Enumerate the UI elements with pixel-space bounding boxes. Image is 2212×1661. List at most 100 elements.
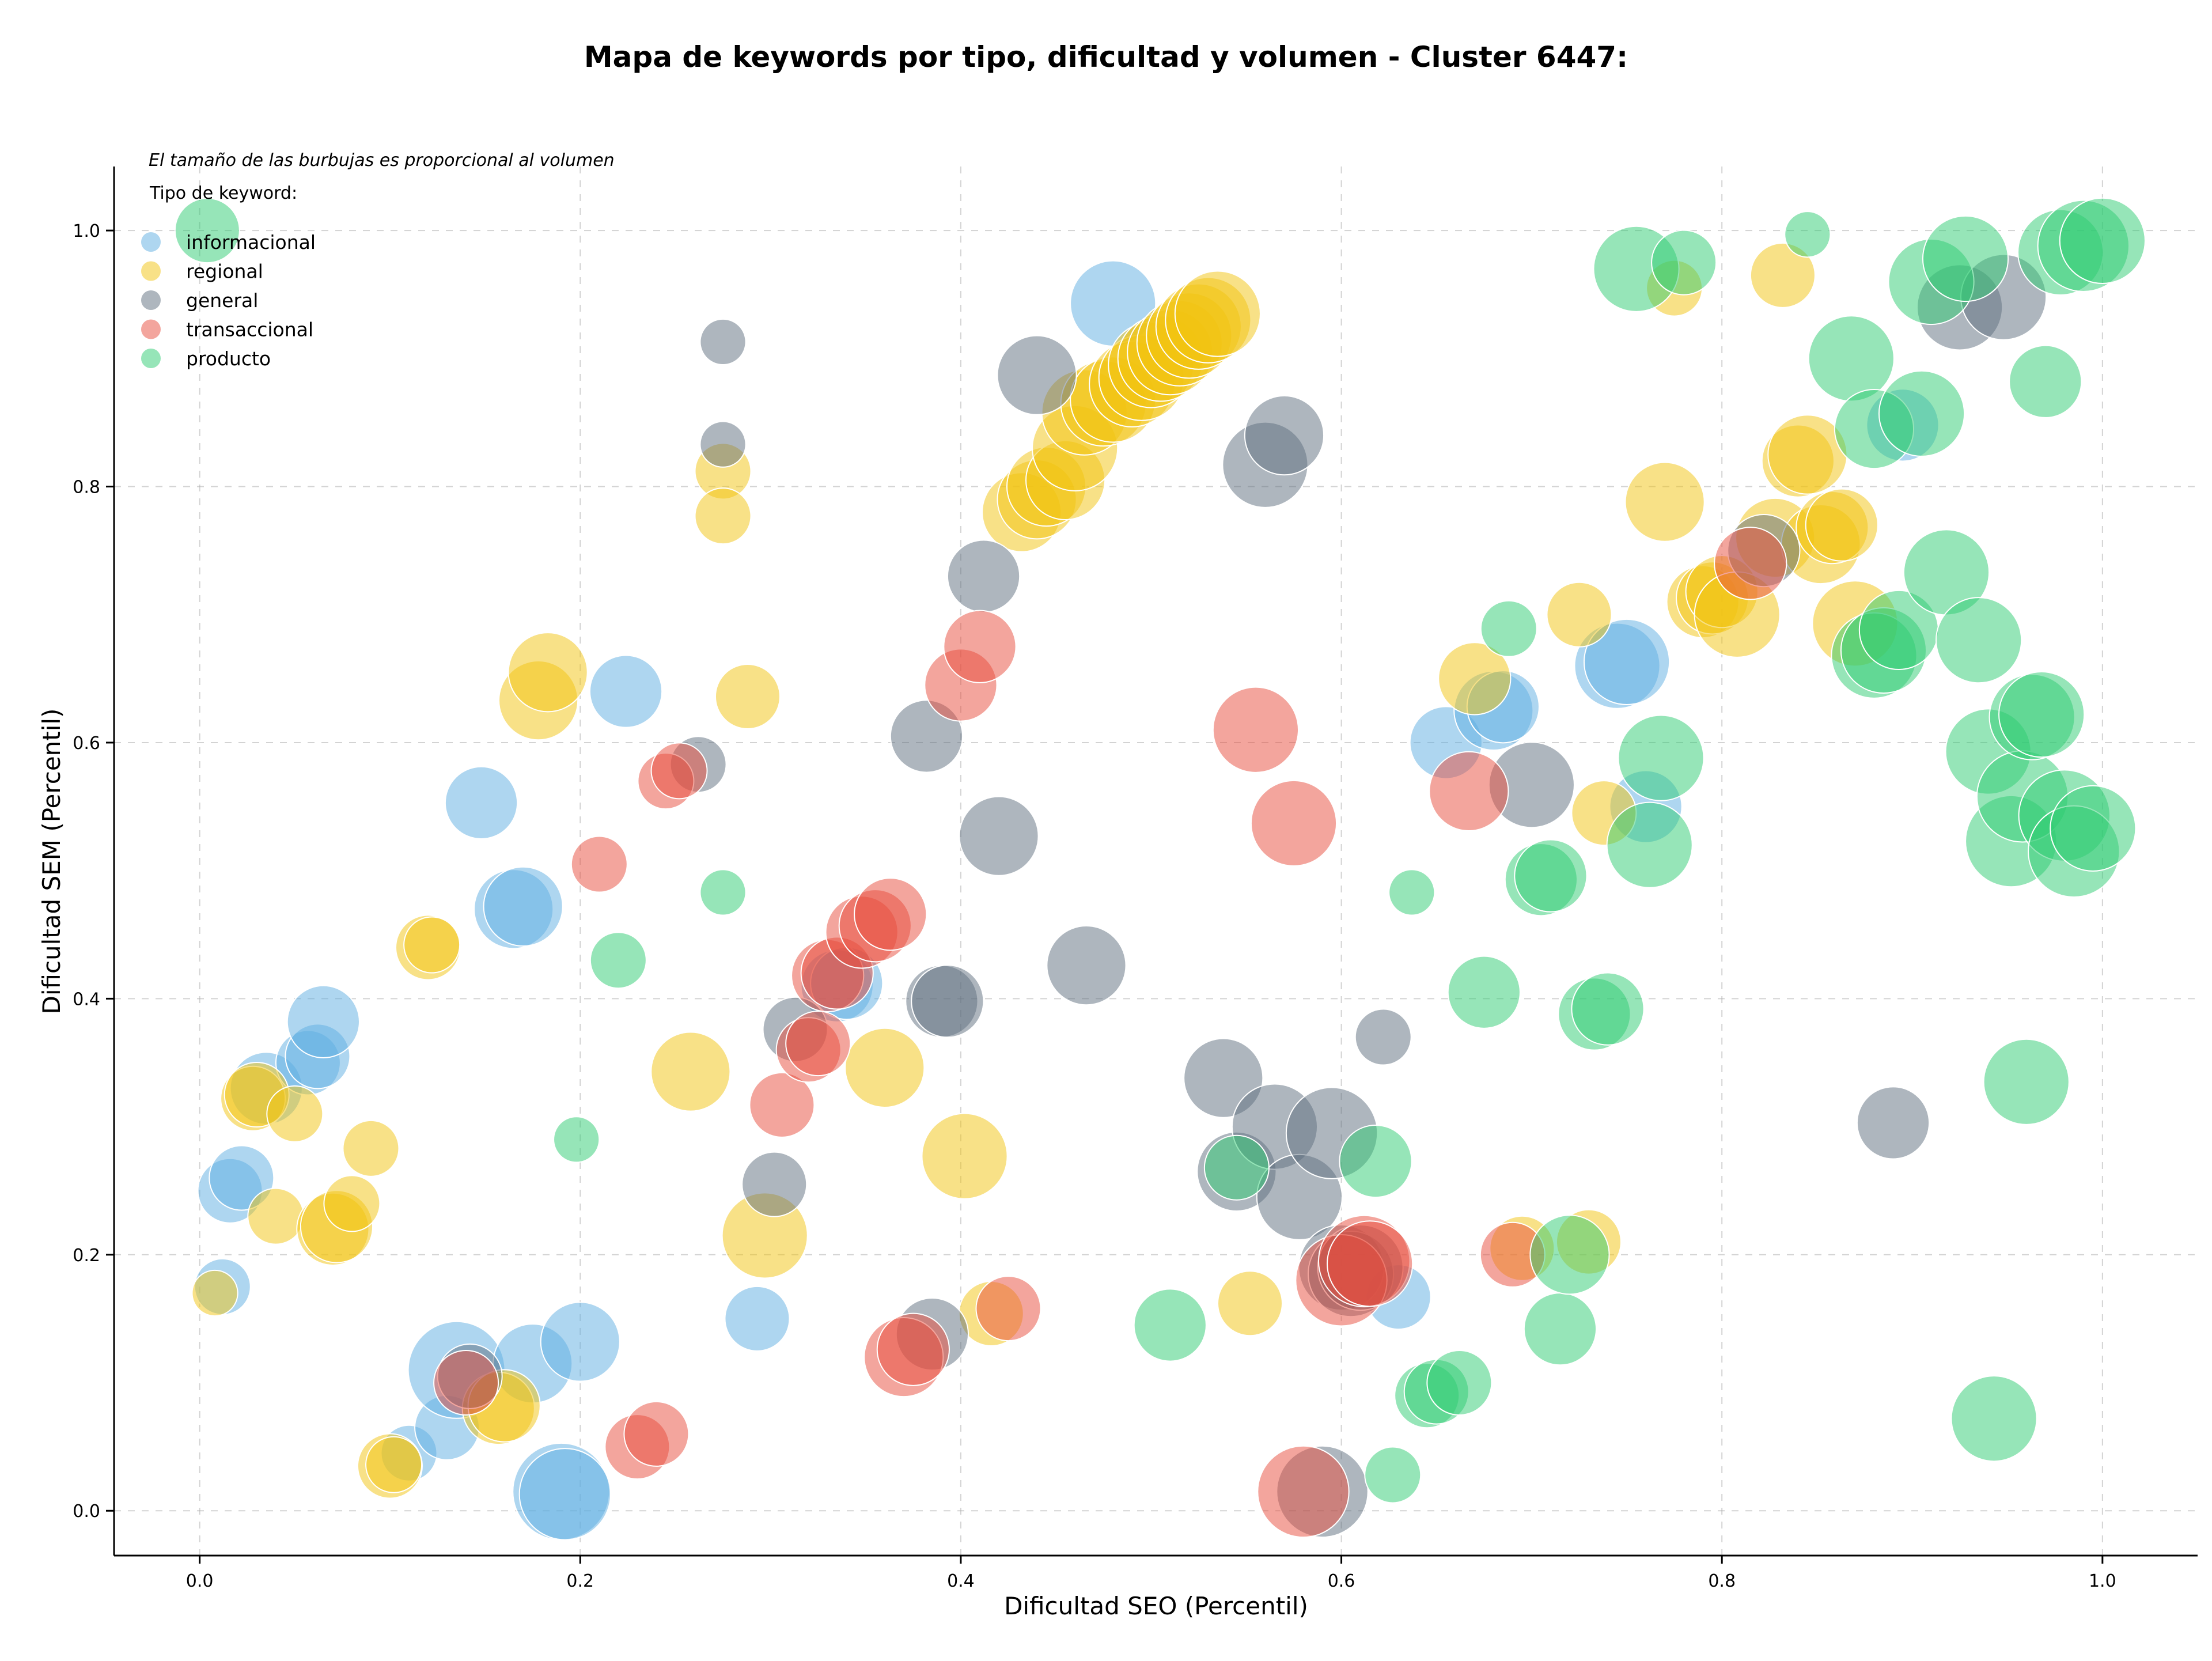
axes bbox=[113, 167, 2198, 1557]
informacional-bubble bbox=[540, 1301, 620, 1382]
series-producto bbox=[174, 197, 2146, 1504]
producto-bubble bbox=[1922, 215, 2009, 302]
y-tick-label: 1.0 bbox=[73, 221, 100, 241]
regional-bubble bbox=[1624, 461, 1705, 542]
informacional-bubble bbox=[589, 654, 663, 728]
x-axis-label: Dificultad SEO (Percentil) bbox=[1004, 1592, 1308, 1620]
legend-item-general: general bbox=[141, 289, 258, 312]
ticks: 0.0 0.2 0.4 0.6 0.8 1.0 0.0 0.2 0.4 0.6 0.8 1.0 bbox=[73, 221, 2116, 1591]
general-bubble bbox=[741, 1151, 808, 1217]
producto-bubble bbox=[1998, 671, 2085, 758]
legend-swatch bbox=[141, 319, 161, 339]
producto-bubble bbox=[1480, 600, 1537, 657]
legend-swatch bbox=[141, 232, 161, 252]
transaccional-bubble bbox=[854, 877, 927, 951]
legend: Tipo de keyword: informacional regional ge… bbox=[141, 183, 316, 370]
general-bubble bbox=[889, 699, 964, 773]
transaccional-bubble bbox=[785, 1011, 851, 1077]
bubble-layer bbox=[174, 197, 2146, 1541]
regional-bubble bbox=[1438, 642, 1512, 716]
series-regional bbox=[191, 242, 1899, 1499]
regional-bubble bbox=[1546, 581, 1612, 648]
x-tick-label: 0.6 bbox=[1328, 1571, 1355, 1591]
producto-bubble bbox=[1447, 955, 1521, 1029]
grid bbox=[114, 167, 2198, 1556]
informacional-bubble bbox=[209, 1145, 275, 1211]
producto-bubble bbox=[2050, 785, 2137, 872]
producto-bubble bbox=[1784, 211, 1831, 258]
producto-bubble bbox=[1571, 972, 1645, 1046]
transaccional-bubble bbox=[650, 742, 708, 800]
transaccional-bubble bbox=[1212, 686, 1299, 773]
y-tick-label: 0.0 bbox=[73, 1501, 100, 1522]
producto-bubble bbox=[1878, 370, 1965, 457]
producto-bubble bbox=[1529, 1214, 1610, 1295]
legend-item-transaccional: transaccional bbox=[141, 319, 313, 341]
transaccional-bubble bbox=[1250, 780, 1338, 867]
general-bubble bbox=[1244, 395, 1325, 476]
general-bubble bbox=[911, 964, 984, 1038]
producto-bubble bbox=[1133, 1288, 1207, 1362]
producto-bubble bbox=[2059, 197, 2146, 284]
bubble-size-note: El tamaño de las burbujas es proporciona… bbox=[149, 150, 615, 171]
producto-bubble bbox=[2009, 345, 2082, 418]
informacional-bubble bbox=[518, 1448, 612, 1541]
transaccional-bubble bbox=[433, 1350, 499, 1416]
x-tick-label: 0.0 bbox=[186, 1571, 214, 1591]
regional-bubble bbox=[266, 1085, 324, 1142]
x-tick-label: 0.8 bbox=[1708, 1571, 1736, 1591]
regional-bubble bbox=[403, 916, 461, 974]
regional-bubble bbox=[1749, 242, 1816, 308]
transaccional-bubble bbox=[943, 610, 1017, 683]
legend-item-producto: producto bbox=[141, 347, 271, 370]
legend-swatch bbox=[141, 349, 161, 368]
general-bubble bbox=[959, 796, 1039, 876]
general-bubble bbox=[699, 318, 747, 366]
producto-bubble bbox=[1936, 597, 2022, 684]
y-tick-label: 0.8 bbox=[73, 478, 100, 498]
producto-bubble bbox=[1388, 869, 1435, 916]
producto-bubble bbox=[1514, 839, 1588, 913]
legend-swatch bbox=[141, 290, 161, 310]
regional-bubble bbox=[1217, 1270, 1283, 1337]
producto-bubble bbox=[589, 932, 647, 989]
transaccional-bubble bbox=[1429, 751, 1509, 831]
legend-item-informacional: informacional bbox=[141, 231, 316, 253]
legend-label: regional bbox=[186, 260, 263, 283]
producto-bubble bbox=[1339, 1124, 1412, 1198]
transaccional-bubble bbox=[749, 1072, 815, 1138]
y-axis-label: Dificultad SEM (Percentil) bbox=[37, 709, 66, 1015]
series-transaccional bbox=[433, 527, 1787, 1538]
producto-bubble bbox=[1618, 714, 1705, 801]
transaccional-bubble bbox=[570, 835, 628, 893]
regional-bubble bbox=[507, 632, 588, 713]
regional-bubble bbox=[1805, 488, 1878, 562]
regional-bubble bbox=[365, 1436, 423, 1493]
legend-title: Tipo de keyword: bbox=[149, 183, 297, 203]
regional-bubble bbox=[342, 1119, 400, 1177]
legend-label: informacional bbox=[186, 231, 316, 253]
producto-bubble bbox=[1364, 1446, 1422, 1504]
producto-bubble bbox=[1651, 229, 1717, 296]
legend-label: transaccional bbox=[186, 319, 313, 341]
general-bubble bbox=[1856, 1086, 1930, 1160]
transaccional-bubble bbox=[1257, 1445, 1350, 1538]
transaccional-bubble bbox=[1714, 527, 1787, 600]
legend-label: producto bbox=[186, 347, 271, 370]
transaccional-bubble bbox=[623, 1401, 690, 1467]
regional-bubble bbox=[694, 487, 752, 545]
informacional-bubble bbox=[1583, 618, 1671, 706]
legend-swatch bbox=[141, 261, 161, 281]
general-bubble bbox=[1354, 1008, 1412, 1066]
transaccional-bubble bbox=[1327, 1220, 1414, 1307]
producto-bubble bbox=[553, 1116, 600, 1163]
regional-bubble bbox=[247, 1187, 305, 1245]
regional-bubble bbox=[714, 663, 781, 729]
legend-label: general bbox=[186, 289, 258, 312]
producto-bubble bbox=[699, 869, 747, 916]
y-tick-label: 0.4 bbox=[73, 989, 100, 1009]
general-bubble bbox=[1046, 925, 1127, 1006]
x-tick-label: 0.2 bbox=[566, 1571, 594, 1591]
regional-bubble bbox=[323, 1175, 381, 1232]
